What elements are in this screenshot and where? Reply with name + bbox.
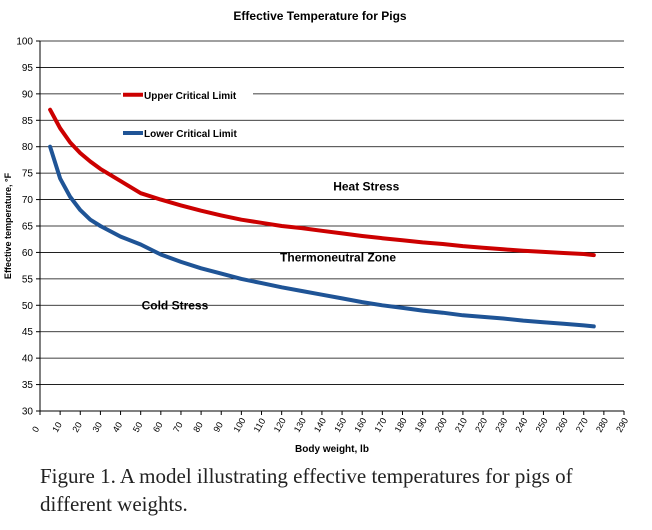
- y-tick-label: 65: [22, 222, 34, 233]
- y-tick-label: 45: [22, 327, 34, 338]
- chart: 30 35 40 45 50 55 60 65 70 75 80 85 90 95 100 0 10 20 30 40…: [3, 9, 630, 455]
- series-line-lower-critical-limit: [48, 144, 596, 329]
- y-tick-label: 90: [22, 89, 34, 100]
- x-tick-label: 130: [292, 416, 308, 434]
- chart-title: Effective Temperature for Pigs: [233, 9, 406, 23]
- x-tick-label: 170: [372, 416, 388, 434]
- y-tick-label: 85: [22, 116, 34, 127]
- x-tick-label: 120: [272, 416, 288, 434]
- x-tick-label: 260: [554, 416, 570, 434]
- legend-label: Lower Critical Limit: [144, 129, 237, 140]
- legend-label: Upper Critical Limit: [144, 91, 237, 102]
- legend-background: [121, 86, 253, 101]
- y-tick-label: 50: [22, 301, 34, 312]
- x-tick-label: 210: [453, 416, 469, 434]
- x-tick-label: 90: [211, 420, 225, 434]
- x-axis-title: Body weight, lb: [295, 444, 369, 455]
- y-tick-label: 75: [22, 169, 34, 180]
- x-tick-label: 110: [252, 417, 268, 434]
- x-tick-label: 40: [111, 420, 125, 434]
- figure-caption: Figure 1. A model illustrating effective…: [40, 464, 573, 516]
- legend-background: [121, 125, 253, 139]
- x-tick-label: 50: [131, 420, 145, 434]
- x-tick-label: 240: [513, 416, 529, 434]
- zone-annotation: Heat Stress: [333, 179, 399, 193]
- x-tick-label: 30: [90, 420, 104, 434]
- x-tick-label: 220: [473, 416, 489, 434]
- x-tick-label: 140: [312, 416, 328, 434]
- y-tick-label: 60: [22, 248, 34, 259]
- x-tick-label: 230: [493, 416, 509, 434]
- zone-annotation: Cold Stress: [142, 298, 209, 312]
- x-tick-label: 250: [534, 416, 550, 434]
- y-tick-label: 100: [16, 37, 33, 48]
- series-line-upper-critical-limit: [48, 107, 596, 258]
- x-tick-label: 160: [352, 416, 368, 434]
- y-axis-title: Effective temperature, °F: [3, 172, 13, 279]
- x-tick-label: 290: [614, 416, 630, 434]
- y-tick-label: 35: [22, 380, 34, 391]
- zone-annotation: Thermoneutral Zone: [280, 251, 396, 265]
- y-tick-label: 95: [22, 63, 34, 74]
- y-tick-label: 55: [22, 274, 34, 285]
- x-tick-label: 280: [594, 416, 610, 434]
- x-tick-label: 70: [171, 420, 185, 434]
- y-tick-label: 70: [22, 195, 34, 206]
- x-tick-label: 10: [50, 420, 64, 434]
- y-tick-label: 40: [22, 354, 34, 365]
- x-tick-label: 60: [151, 420, 165, 434]
- x-tick-label: 150: [332, 416, 348, 434]
- x-tick-label: 200: [433, 416, 449, 434]
- x-tick-label: 80: [191, 420, 205, 434]
- x-tick-label: 190: [413, 416, 429, 434]
- x-tick-label: 20: [70, 420, 84, 434]
- x-tick-label: 100: [231, 416, 247, 434]
- y-tick-label: 80: [22, 142, 34, 153]
- x-tick-label: 270: [574, 416, 590, 434]
- x-tick-label: 180: [393, 416, 409, 434]
- x-tick-label: 0: [30, 425, 41, 434]
- y-tick-label: 30: [22, 407, 34, 418]
